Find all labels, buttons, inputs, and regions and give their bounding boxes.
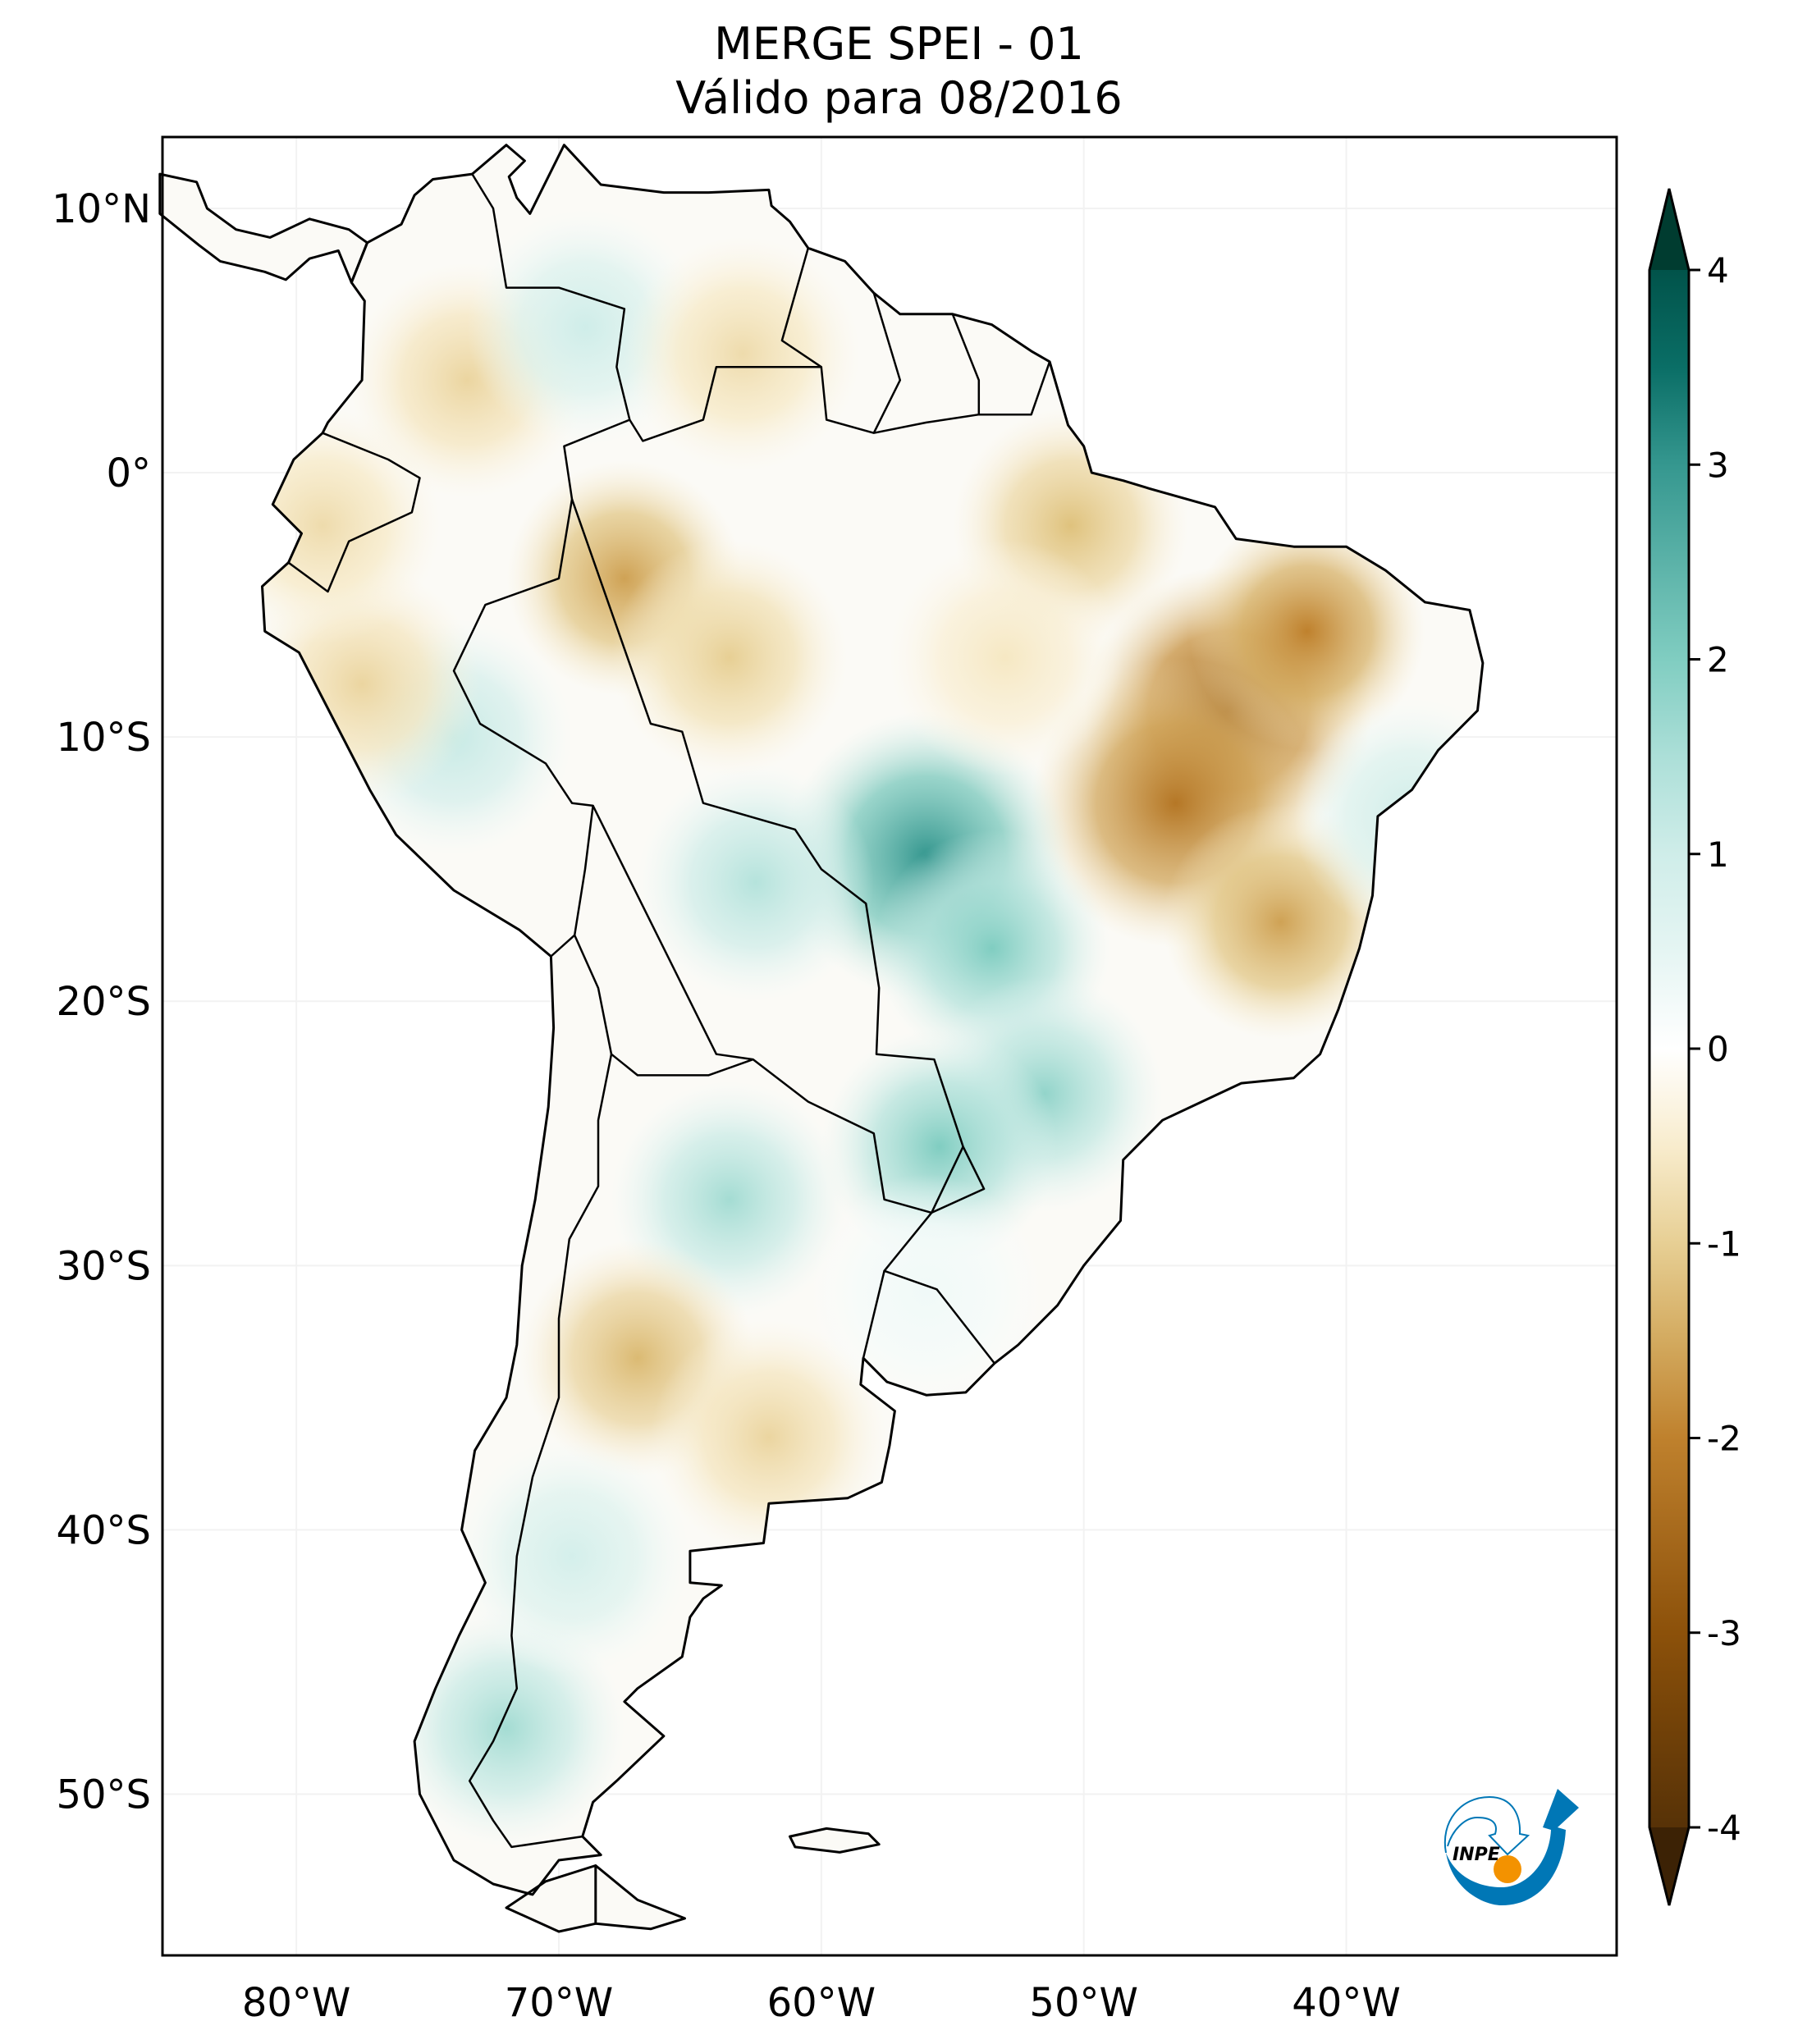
logo-arrow bbox=[1446, 1789, 1579, 1905]
x-tick-label: 80°W bbox=[242, 1980, 351, 2026]
logo-sun bbox=[1494, 1855, 1521, 1883]
country-border bbox=[570, 498, 995, 1365]
chart-title: MERGE SPEI - 01 bbox=[714, 18, 1084, 70]
y-tick-label: 10°S bbox=[56, 715, 151, 761]
spei-region bbox=[1293, 697, 1483, 935]
y-tick-label: 30°S bbox=[56, 1243, 151, 1289]
y-tick-label: 50°S bbox=[56, 1772, 151, 1818]
country-border bbox=[574, 935, 754, 1077]
logo-text: INPE bbox=[1453, 1845, 1500, 1865]
spei-region bbox=[886, 539, 1123, 776]
coastline bbox=[789, 1827, 881, 1854]
country-border bbox=[820, 361, 1051, 434]
spei-region bbox=[453, 1438, 690, 1675]
spei-region bbox=[650, 1319, 887, 1556]
spei-field bbox=[162, 144, 1483, 1932]
y-tick-label: 0° bbox=[106, 450, 151, 496]
country-border bbox=[468, 1054, 613, 1849]
spei-region bbox=[611, 539, 848, 776]
colorbar-tick-label: 2 bbox=[1707, 640, 1729, 680]
country-border bbox=[592, 805, 964, 1214]
y-tick-label: 10°N bbox=[52, 186, 151, 232]
logo-swirl bbox=[1443, 1795, 1530, 1856]
colorbar-tick-label: 0 bbox=[1707, 1029, 1729, 1069]
colorbar-tick-label: -3 bbox=[1707, 1613, 1741, 1653]
x-tick-label: 60°W bbox=[767, 1980, 876, 2026]
colorbar-tick-label: 1 bbox=[1707, 835, 1729, 875]
colorbar-tick-label: -2 bbox=[1707, 1419, 1741, 1459]
colorbar-extend-min bbox=[1649, 1827, 1689, 1905]
country-border bbox=[872, 292, 902, 434]
country-border bbox=[862, 1270, 885, 1359]
country-border bbox=[287, 432, 421, 593]
y-tick-label: 40°S bbox=[56, 1507, 151, 1553]
coastline bbox=[505, 1864, 686, 1933]
colorbar-tick-label: 4 bbox=[1707, 250, 1729, 290]
coastline bbox=[261, 144, 1485, 1896]
spei-region bbox=[637, 764, 874, 1001]
chart-subtitle: Válido para 08/2016 bbox=[675, 72, 1123, 124]
coastline bbox=[158, 172, 368, 284]
map-frame bbox=[161, 135, 1618, 1957]
x-tick-label: 50°W bbox=[1029, 1980, 1138, 2026]
spei-region bbox=[624, 235, 861, 473]
y-tick-label: 20°S bbox=[56, 979, 151, 1025]
country-border bbox=[629, 247, 823, 442]
colorbar-tick-label: 3 bbox=[1707, 445, 1729, 485]
colorbar-tick-label: -4 bbox=[1707, 1808, 1741, 1848]
colorbar-tick-label: -1 bbox=[1707, 1223, 1741, 1264]
inpe-logo: INPE bbox=[1443, 1789, 1579, 1905]
colorbar bbox=[1649, 270, 1689, 1827]
country-border bbox=[951, 313, 981, 415]
colorbar-extend-max bbox=[1649, 189, 1689, 270]
x-tick-label: 40°W bbox=[1292, 1980, 1401, 2026]
x-tick-label: 70°W bbox=[505, 1980, 614, 2026]
spei-region bbox=[807, 1173, 1045, 1411]
